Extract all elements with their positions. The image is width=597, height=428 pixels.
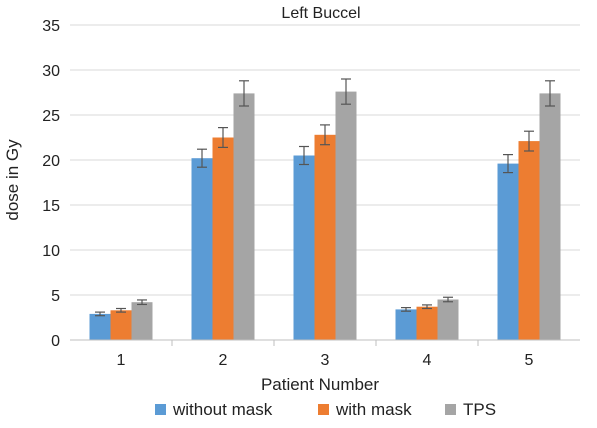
bar-tps-1 [131, 302, 153, 340]
y-tick-label: 15 [42, 198, 60, 215]
legend-label: with mask [335, 400, 412, 419]
bars [89, 91, 561, 341]
y-tick-label: 20 [42, 153, 60, 170]
bar-tps-5 [539, 93, 561, 341]
y-axis-label: dose in Gy [3, 139, 22, 221]
chart-title: Left Buccel [281, 5, 360, 22]
x-tick-labels: 1 2 3 4 5 [117, 340, 534, 369]
bar-with-mask-4 [416, 306, 438, 340]
y-tick-label: 5 [51, 288, 60, 305]
bar-without-mask-2 [191, 158, 213, 340]
y-tick-label: 30 [42, 63, 60, 80]
x-tick-label: 4 [423, 352, 432, 369]
bar-tps-3 [335, 91, 357, 340]
bar-tps-2 [233, 93, 255, 341]
legend-label: without mask [172, 400, 273, 419]
legend-swatch [155, 404, 166, 415]
x-tick-label: 5 [525, 352, 534, 369]
legend: without mask with mask TPS [155, 400, 496, 419]
bar-with-mask-2 [212, 137, 234, 340]
x-tick-label: 1 [117, 352, 126, 369]
y-tick-labels: 0 5 10 15 20 25 30 35 [42, 18, 60, 350]
x-axis-label: Patient Number [261, 375, 379, 394]
bar-tps-4 [437, 299, 459, 340]
y-tick-label: 10 [42, 243, 60, 260]
bar-with-mask-1 [110, 310, 132, 340]
y-tick-label: 25 [42, 108, 60, 125]
bar-without-mask-1 [89, 313, 111, 340]
bar-without-mask-4 [395, 309, 417, 340]
error-bars [95, 78, 555, 317]
x-tick-label: 2 [219, 352, 228, 369]
bar-with-mask-5 [518, 141, 540, 340]
y-tick-label: 35 [42, 18, 60, 35]
legend-swatch [445, 404, 456, 415]
bar-without-mask-3 [293, 155, 315, 340]
y-tick-label: 0 [51, 333, 60, 350]
bar-with-mask-3 [314, 134, 336, 340]
legend-label: TPS [463, 400, 496, 419]
x-tick-label: 3 [321, 352, 330, 369]
legend-swatch [318, 404, 329, 415]
bar-without-mask-5 [497, 163, 519, 340]
